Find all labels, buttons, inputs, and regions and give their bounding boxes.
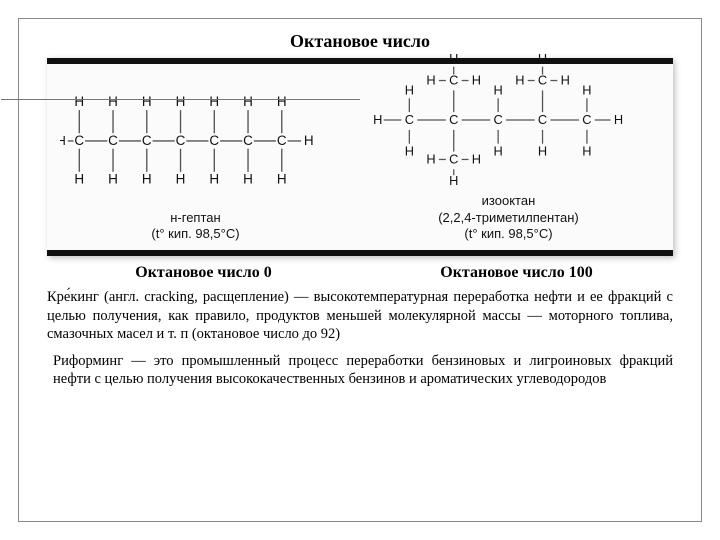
svg-text:H: H (494, 83, 503, 98)
svg-text:C: C (583, 112, 592, 127)
top-h-row: HH HH HH H (75, 94, 287, 109)
reforming-paragraph: Риформинг — это промышленный процесс пер… (53, 352, 673, 389)
svg-text:H: H (450, 51, 459, 66)
svg-text:C: C (450, 112, 459, 127)
isooctane-formula: (2,2,4-триметилпентан) (438, 210, 579, 225)
svg-text:C: C (109, 133, 119, 148)
isooctane-caption: изооктан (2,2,4-триметилпентан) (t° кип.… (438, 193, 579, 242)
octane-subtitles: Октановое число 0 Октановое число 100 (47, 264, 673, 282)
octane-zero-label: Октановое число 0 (47, 264, 360, 282)
svg-text:C: C (210, 133, 220, 148)
svg-text:C: C (538, 73, 547, 88)
svg-text:H: H (277, 171, 287, 186)
svg-text:H: H (450, 173, 459, 188)
svg-text:H: H (405, 83, 414, 98)
heptane-structure: C C C C C C C H H H H H H H (51, 70, 340, 210)
svg-text:H: H (374, 112, 383, 127)
heptane-name: н-гептан (170, 210, 220, 225)
molecules-figure: CC CC CC C HH HH HH H (47, 58, 673, 256)
svg-text:C: C (176, 133, 186, 148)
svg-text:C: C (405, 112, 414, 127)
svg-text:H: H (109, 94, 119, 109)
svg-text:C: C (538, 112, 547, 127)
svg-text:H: H (176, 94, 186, 109)
svg-text:H: H (75, 94, 85, 109)
svg-text:H: H (583, 83, 592, 98)
svg-text:H: H (427, 73, 436, 88)
heptane-caption: н-гептан (t° кип. 98,5°C) (151, 210, 239, 243)
bottom-h-row: HH HH HH H (75, 171, 287, 186)
svg-text:H: H (516, 73, 525, 88)
svg-text:H: H (405, 144, 414, 159)
slide-frame: Октановое число CC CC CC C (18, 18, 702, 522)
isooctane-temp: (t° кип. 98,5°C) (464, 226, 552, 241)
svg-text:C: C (244, 133, 254, 148)
svg-text:H: H (244, 94, 254, 109)
svg-text:H: H (244, 171, 254, 186)
svg-text:H: H (210, 171, 220, 186)
svg-text:H: H (304, 133, 314, 148)
heptane-temp: (t° кип. 98,5°C) (151, 226, 239, 241)
isooctane-name: изооктан (482, 193, 536, 208)
cracking-paragraph: Кре́кинг (англ. cracking, расщепление) —… (47, 288, 673, 344)
svg-text:H: H (109, 171, 119, 186)
svg-text:C: C (450, 152, 459, 167)
svg-text:H: H (614, 112, 623, 127)
octane-hundred-label: Октановое число 100 (360, 264, 673, 282)
isooctane-structure: CC CC C H H CC C H HH H HH (348, 45, 669, 193)
svg-text:C: C (450, 73, 459, 88)
svg-text:H: H (583, 144, 592, 159)
svg-text:H: H (277, 94, 287, 109)
heptane-panel: C C C C C C C H H H H H H H (47, 64, 344, 250)
svg-text:C: C (494, 112, 503, 127)
svg-text:H: H (75, 171, 85, 186)
svg-text:H: H (60, 134, 66, 148)
svg-text:C: C (75, 133, 85, 148)
isooctane-panel: CC CC C H H CC C H HH H HH (344, 64, 673, 250)
svg-text:C: C (142, 133, 152, 148)
svg-text:H: H (472, 152, 481, 167)
svg-text:H: H (494, 144, 503, 159)
svg-text:H: H (427, 152, 436, 167)
svg-text:H: H (176, 171, 186, 186)
svg-text:C: C (277, 133, 287, 148)
svg-text:H: H (210, 94, 220, 109)
svg-text:H: H (561, 73, 570, 88)
svg-text:H: H (472, 73, 481, 88)
svg-text:H: H (142, 171, 152, 186)
svg-text:H: H (538, 144, 547, 159)
svg-text:H: H (538, 51, 547, 66)
svg-text:H: H (142, 94, 152, 109)
